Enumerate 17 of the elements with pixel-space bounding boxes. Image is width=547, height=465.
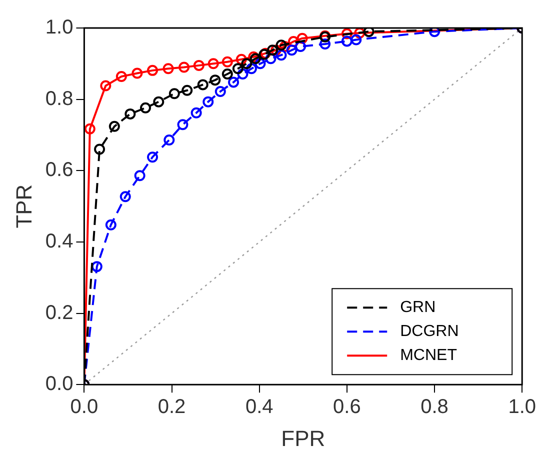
y-axis-title: TPR xyxy=(11,184,36,228)
y-tick-label: 0.6 xyxy=(45,159,74,182)
x-axis-title: FPR xyxy=(281,426,326,451)
y-tick-label: 0.2 xyxy=(45,302,74,324)
x-tick-label: 0.2 xyxy=(158,396,186,418)
x-tick-label: 0.6 xyxy=(333,396,361,418)
y-tick-label: 0.4 xyxy=(45,230,74,252)
x-tick-label: 0.0 xyxy=(70,396,98,418)
x-tick-label: 1.0 xyxy=(508,396,536,418)
y-tick-label: 1.0 xyxy=(45,16,74,39)
y-tick-label: 0.8 xyxy=(45,88,74,110)
legend-label: MCNET xyxy=(400,347,458,364)
legend-label: DCGRN xyxy=(400,323,459,340)
legend-label: GRN xyxy=(400,299,436,316)
y-tick-label: 0.0 xyxy=(45,373,74,396)
x-tick-label: 0.4 xyxy=(245,396,274,418)
x-tick-label: 0.8 xyxy=(420,396,448,418)
